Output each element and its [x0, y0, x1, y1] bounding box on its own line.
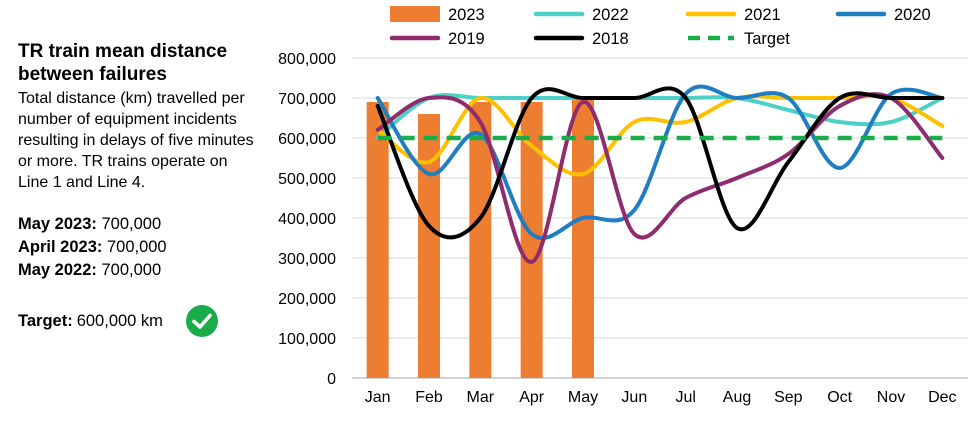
bar-2023-mar: [469, 102, 492, 378]
y-tick-label: 100,000: [278, 331, 336, 348]
legend-label-2023: 2023: [448, 6, 485, 24]
stat-value: 700,000: [106, 238, 167, 256]
y-tick-label: 700,000: [278, 91, 336, 108]
stat-value: 700,000: [101, 261, 162, 279]
bar-2023-jan: [366, 102, 389, 378]
bars-2023: [366, 98, 594, 378]
stat-label: May 2023:: [18, 215, 97, 233]
target-row: Target: 600,000 km: [18, 304, 258, 338]
target-value: 600,000 km: [76, 311, 163, 330]
chart-description: Total distance (km) travelled per number…: [18, 90, 254, 191]
legend-swatch-2023: [390, 6, 440, 22]
x-tick-label-dec: Dec: [928, 389, 956, 406]
checkmark-circle-icon: [185, 305, 218, 337]
series-line-2021: [375, 93, 945, 177]
y-tick-label: 800,000: [278, 51, 336, 68]
legend-label-2021: 2021: [744, 6, 781, 24]
bar-2023-may: [572, 98, 594, 378]
stat-row-april-2023: April 2023: 700,000: [18, 236, 258, 259]
stat-label: April 2023:: [18, 238, 103, 256]
y-tick-label: 200,000: [278, 291, 336, 308]
bar-2023-feb: [418, 114, 440, 378]
x-tick-label-jan: Jan: [365, 389, 391, 406]
series-lines: [375, 84, 945, 264]
x-tick-label-aug: Aug: [723, 389, 751, 406]
bar-2023-apr: [520, 102, 543, 378]
gridlines: [352, 57, 968, 379]
stat-label: May 2022:: [18, 261, 97, 279]
x-tick-label-apr: Apr: [519, 389, 545, 406]
sidebar: TR train mean distance between failures …: [18, 40, 258, 338]
series-line-2020: [375, 84, 945, 241]
legend-label-2020: 2020: [894, 6, 931, 24]
y-tick-label: 300,000: [278, 251, 336, 268]
x-tick-label-oct: Oct: [827, 389, 852, 406]
stat-row-may-2023: May 2023: 700,000: [18, 213, 258, 236]
chart-title: TR train mean distance between failures: [18, 41, 228, 85]
stat-value: 700,000: [101, 215, 162, 233]
x-tick-label-jun: Jun: [621, 389, 647, 406]
x-axis: Jan Feb Mar Apr May Jun Jul Aug Sep Oct Nov Dec: [365, 389, 957, 406]
y-tick-label: 400,000: [278, 211, 336, 228]
x-tick-label-mar: Mar: [467, 389, 495, 406]
y-tick-label: 0: [327, 371, 336, 388]
legend: 2023 2022 2021 2020 2019 2018 Target: [389, 6, 931, 48]
legend-label-2022: 2022: [592, 6, 629, 24]
stats-list: May 2023: 700,000 April 2023: 700,000 Ma…: [18, 213, 258, 282]
y-tick-label: 500,000: [278, 171, 336, 188]
target-label: Target:: [18, 311, 73, 330]
y-axis: 0 100,000 200,000 300,000 400,000 500,000 600,…: [278, 51, 336, 388]
stat-row-may-2022: May 2022: 700,000: [18, 259, 258, 282]
legend-label-2019: 2019: [448, 30, 485, 48]
legend-label-target: Target: [744, 30, 790, 48]
series-line-2022: [375, 93, 945, 140]
x-tick-label-jul: Jul: [675, 389, 695, 406]
series-line-2018: [375, 86, 945, 240]
x-tick-label-may: May: [568, 389, 598, 406]
x-tick-label-feb: Feb: [415, 389, 443, 406]
x-tick-label-sep: Sep: [774, 389, 803, 406]
legend-label-2018: 2018: [592, 30, 629, 48]
x-tick-label-nov: Nov: [877, 389, 905, 406]
series-line-2019: [375, 92, 945, 264]
y-tick-label: 600,000: [278, 131, 336, 148]
